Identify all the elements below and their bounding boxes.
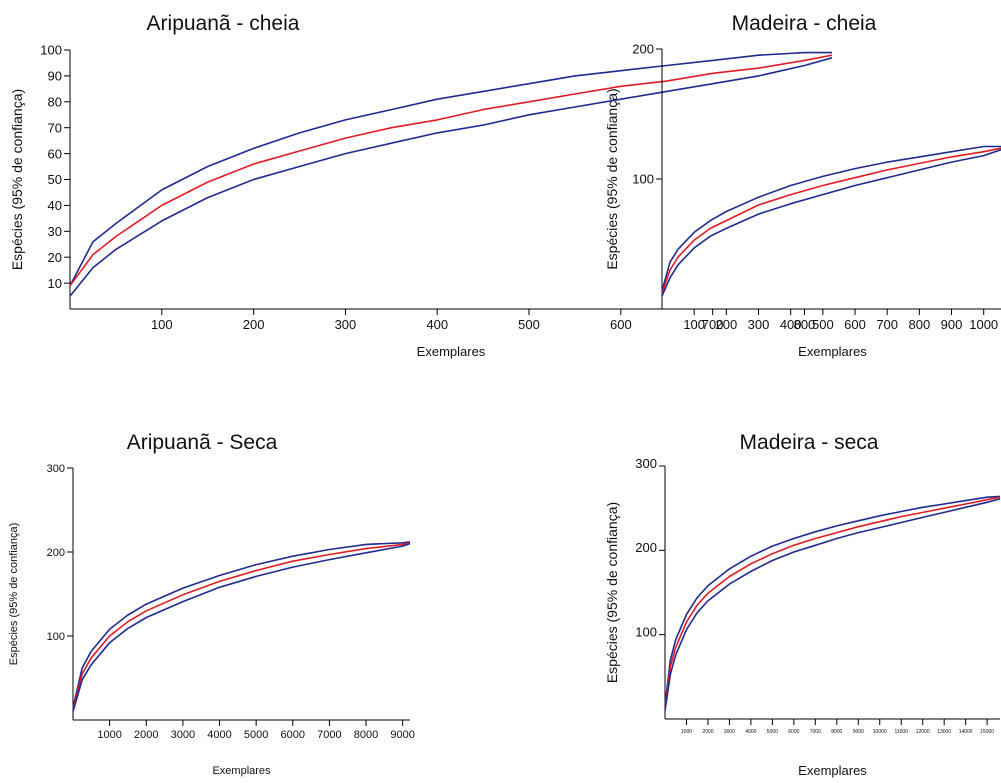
y-tick-label: 40: [48, 198, 62, 213]
x-tick-label: 700: [702, 317, 724, 332]
x-tick-label: 2000: [702, 729, 713, 735]
x-tick-label: 11000: [894, 729, 908, 735]
x-tick-label: 100: [683, 317, 705, 332]
x-tick-label: 8000: [831, 729, 842, 735]
x-tick-label: 200: [715, 317, 737, 332]
x-tick-label: 400: [426, 317, 448, 332]
y-axis-label: Espécies (95% de confiança): [604, 502, 620, 683]
y-tick-label: 60: [48, 146, 62, 161]
y-tick-label: 200: [632, 42, 654, 57]
series-line-mean: [664, 496, 1001, 709]
chart-panel-2: Madeira - cheia 100 200 100 200 300 400 500 600 7…: [604, 12, 1001, 359]
series-line-lower: [664, 498, 1001, 711]
x-tick-label: 3000: [724, 729, 735, 735]
y-tick-label: 90: [48, 69, 62, 84]
y-tick-label: 300: [635, 456, 657, 471]
x-tick-label: 12000: [916, 729, 930, 735]
y-tick-label: 50: [48, 172, 62, 187]
x-tick-label: 500: [812, 317, 834, 332]
x-tick-label: 9000: [853, 729, 864, 735]
y-tick-label: 20: [48, 250, 62, 265]
series-line-upper: [69, 51, 832, 287]
chart-title: Aripuanã - Seca: [127, 431, 278, 454]
y-tick-label: 80: [48, 94, 62, 109]
x-tick-label: 10000: [873, 729, 887, 735]
x-tick-label: 8000: [354, 729, 378, 741]
y-tick-label: 100: [40, 43, 62, 58]
x-tick-label: 300: [748, 317, 770, 332]
series-line-lower: [72, 542, 411, 712]
x-axis-label: Exemplares: [798, 344, 867, 359]
series-line-lower: [69, 57, 833, 297]
x-tick-label: 1000: [969, 317, 998, 332]
x-tick-label: 500: [518, 317, 540, 332]
x-tick-label: 6000: [281, 729, 305, 741]
x-tick-label: 7000: [810, 729, 821, 735]
x-tick-label: 200: [243, 317, 265, 332]
series-line-mean: [661, 147, 1001, 294]
chart-title: Madeira - cheia: [732, 12, 877, 35]
x-tick-label: 15000: [980, 729, 994, 735]
series-line-upper: [72, 541, 411, 708]
x-tick-label: 5000: [244, 729, 268, 741]
series-line-mean: [72, 542, 411, 710]
x-tick-label: 800: [794, 317, 816, 332]
y-tick-label: 200: [635, 540, 657, 555]
y-tick-label: 200: [47, 547, 65, 559]
y-tick-label: 10: [48, 276, 62, 291]
x-tick-label: 14000: [959, 729, 973, 735]
series-line-lower: [661, 148, 1001, 297]
x-tick-label: 4000: [207, 729, 231, 741]
x-tick-label: 700: [876, 317, 898, 332]
y-tick-label: 100: [47, 631, 65, 643]
x-tick-label: 1000: [97, 729, 121, 741]
y-tick-label: 30: [48, 224, 62, 239]
chart-panel-1: Aripuanã - cheia 10 20 30 40 50 60 70 80 90 100 100…: [9, 12, 833, 359]
y-axis-label: Espécies (95% de confiança): [604, 88, 620, 269]
x-tick-label: 2000: [134, 729, 158, 741]
chart-panel-3: Aripuanã - Seca 100 200 300 1000 2000 3000 4000…: [8, 431, 415, 777]
x-tick-label: 9000: [390, 729, 414, 741]
chart-title: Madeira - seca: [740, 431, 879, 454]
y-axis-label: Espécies (95% de confiança): [8, 523, 20, 665]
y-tick-label: 300: [47, 463, 65, 475]
y-axis-label: Espécies (95% de confiança): [9, 89, 25, 270]
x-axis-label: Exemplares: [798, 763, 867, 778]
x-tick-label: 400: [780, 317, 802, 332]
y-tick-label: 100: [635, 624, 657, 639]
x-tick-label: 3000: [171, 729, 195, 741]
x-tick-label: 600: [844, 317, 866, 332]
series-line-upper: [661, 145, 1001, 292]
series-line-upper: [664, 495, 1001, 706]
series-line-mean: [69, 54, 833, 287]
x-tick-label: 300: [335, 317, 357, 332]
x-tick-label: 7000: [317, 729, 341, 741]
x-tick-label: 800: [909, 317, 931, 332]
x-tick-label: 100: [151, 317, 173, 332]
x-tick-label: 1000: [681, 729, 692, 735]
y-tick-label: 70: [48, 120, 62, 135]
x-tick-label: 13000: [937, 729, 951, 735]
chart-panel-4: Madeira - seca 100 200 300 1000 2000 3000 4000 5…: [604, 431, 1001, 778]
x-tick-label: 5000: [767, 729, 778, 735]
x-axis-label: Exemplares: [212, 765, 271, 777]
x-tick-label: 900: [941, 317, 963, 332]
y-tick-label: 100: [632, 172, 654, 187]
chart-title: Aripuanã - cheia: [147, 12, 300, 35]
x-tick-label: 600: [610, 317, 632, 332]
x-tick-label: 6000: [788, 729, 799, 735]
x-tick-label: 4000: [745, 729, 756, 735]
x-axis-label: Exemplares: [417, 344, 486, 359]
